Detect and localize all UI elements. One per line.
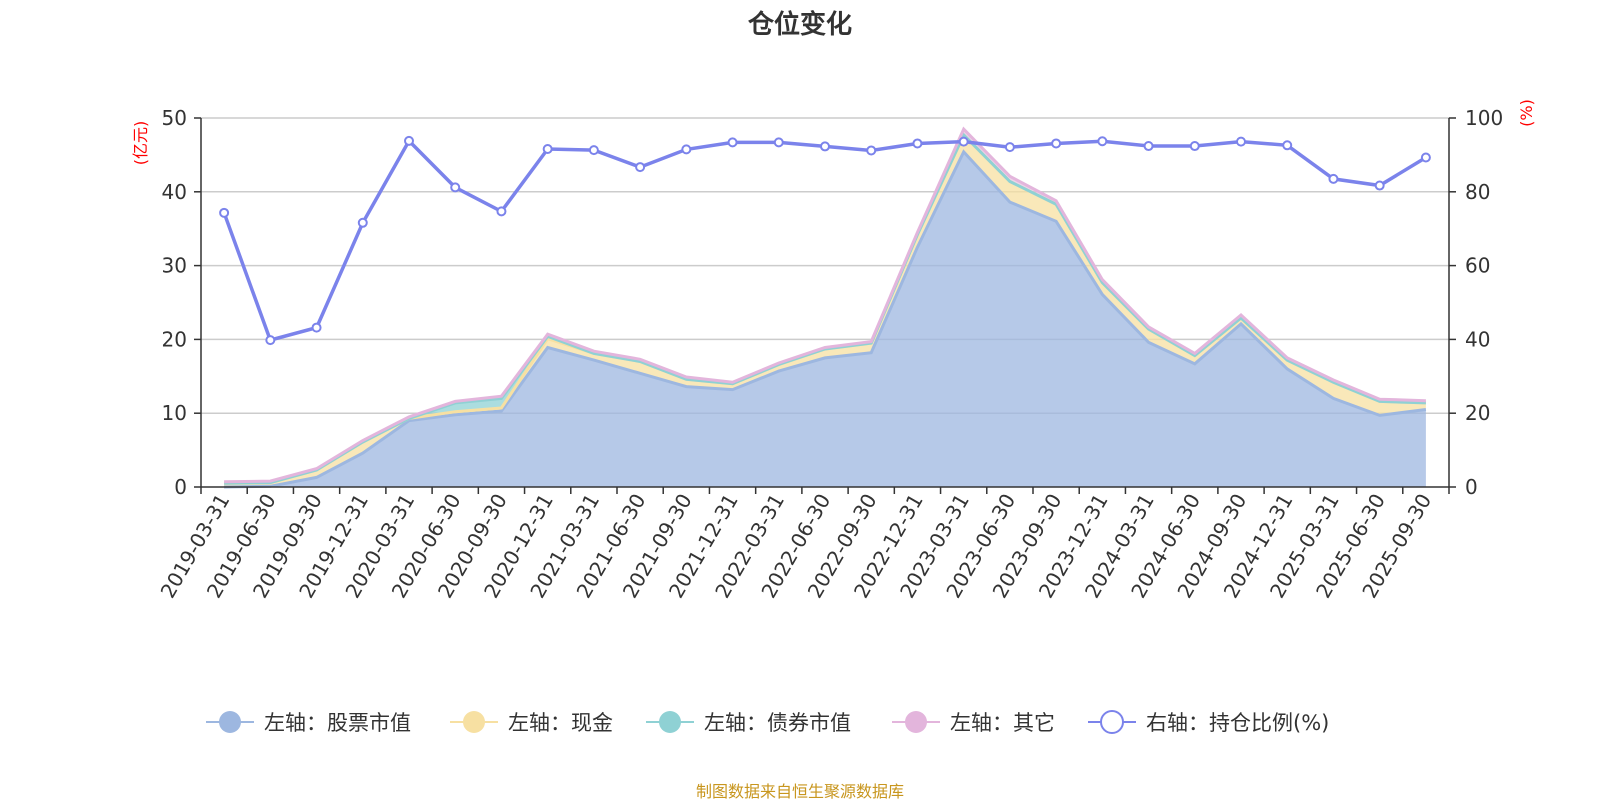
right-tick-label: 40: [1465, 327, 1490, 351]
legend-label-1: 左轴：现金: [508, 711, 613, 735]
ratio-point: [1282, 140, 1293, 151]
right-tick-label: 60: [1465, 254, 1490, 278]
left-tick-label: 30: [162, 254, 187, 278]
ratio-point: [1097, 136, 1108, 147]
left-tick-label: 10: [162, 401, 187, 425]
legend-label-2: 左轴：债券市值: [704, 711, 851, 735]
legend-marker-1: [463, 711, 485, 733]
ratio-point: [1051, 138, 1062, 149]
legend-marker-0: [219, 711, 241, 733]
right-tick-label: 80: [1465, 180, 1490, 204]
ratio-point: [450, 182, 461, 193]
ratio-point: [773, 137, 784, 148]
ratio-line: [222, 138, 1427, 343]
ratio-point: [1189, 141, 1200, 152]
legend-label-3: 左轴：其它: [950, 711, 1055, 735]
ratio-point: [1420, 152, 1431, 163]
ratio-point: [1143, 141, 1154, 152]
ratio-point: [635, 162, 646, 173]
area-line-0: [224, 149, 1427, 489]
right-tick-label: 100: [1465, 106, 1503, 130]
area-line-3: [224, 126, 1426, 484]
left-tick-label: 0: [174, 475, 187, 499]
ratio-point: [542, 143, 553, 154]
ratio-point: [1004, 142, 1015, 153]
chart-title: 仓位变化: [747, 10, 852, 40]
ratio-point: [1328, 173, 1339, 184]
right-tick-label: 20: [1465, 401, 1490, 425]
left-tick-label: 50: [162, 106, 187, 130]
ratio-point: [265, 335, 276, 346]
left-axis-unit: (亿元): [131, 121, 150, 166]
left-tick-label: 40: [162, 180, 187, 204]
ratio-point: [958, 136, 969, 147]
ratio-point: [311, 322, 322, 333]
area-0: [224, 151, 1426, 487]
legend-label-0: 左轴：股票市值: [264, 711, 411, 735]
ratio-point: [588, 145, 599, 156]
legend-marker-3: [905, 711, 927, 733]
right-tick-label: 0: [1465, 475, 1478, 499]
data-source-note: 制图数据来自恒生聚源数据库: [695, 782, 904, 801]
legend-label-4: 右轴：持仓比例(%): [1146, 711, 1329, 735]
ratio-point: [727, 137, 738, 148]
ratio-point: [820, 141, 830, 152]
ratio-point: [912, 138, 923, 149]
ratio-point: [404, 135, 414, 146]
left-tick-label: 20: [162, 327, 187, 351]
ratio-point: [681, 144, 692, 155]
legend-marker-2: [659, 711, 681, 733]
ratio-point: [866, 145, 877, 156]
legend-marker-4: [1100, 710, 1124, 734]
ratio-point: [357, 217, 368, 228]
ratio-point: [496, 206, 507, 217]
ratio-point: [219, 207, 230, 218]
ratio-point: [1374, 180, 1385, 191]
right-axis-unit: (%): [1517, 99, 1536, 127]
ratio-point: [1236, 136, 1246, 147]
